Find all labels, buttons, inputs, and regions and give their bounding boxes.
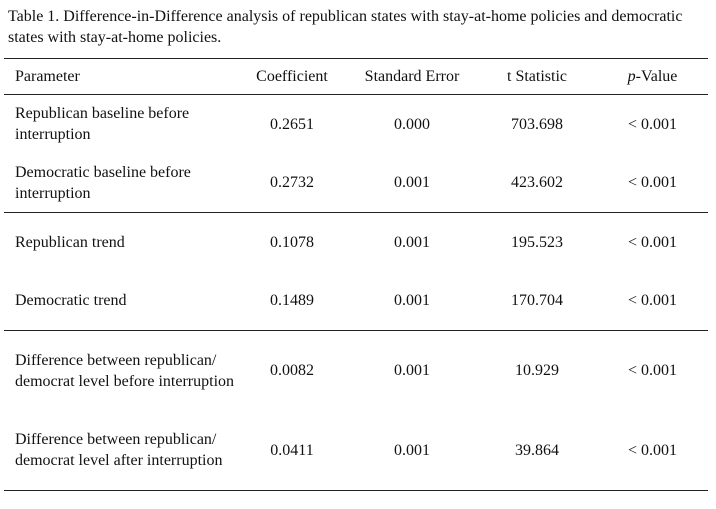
cell-parameter: Democratic baseline before interruption bbox=[15, 163, 191, 202]
cell-coefficient: 0.2732 bbox=[270, 174, 314, 192]
cell-t-statistic: 10.929 bbox=[515, 362, 559, 380]
cell-coefficient: 0.2651 bbox=[270, 115, 314, 133]
cell-p-value: < 0.001 bbox=[627, 115, 678, 133]
group-trend: Republican trend 0.1078 0.001 195.523 < … bbox=[4, 213, 708, 331]
cell-standard-error: 0.001 bbox=[394, 362, 430, 380]
cell-t-statistic: 423.602 bbox=[511, 174, 563, 192]
results-table: Parameter Coefficient Standard Error t S… bbox=[4, 58, 708, 491]
cell-p-value: < 0.001 bbox=[627, 441, 678, 459]
table-caption: Table 1. Difference-in-Difference analys… bbox=[8, 8, 683, 46]
cell-standard-error: 0.001 bbox=[394, 174, 430, 192]
table-row: Republican baseline before interruption … bbox=[4, 95, 708, 154]
header-coefficient: Coefficient bbox=[237, 58, 347, 95]
table-row: Democratic baseline before interruption … bbox=[4, 154, 708, 213]
table-row: Democratic trend 0.1489 0.001 170.704 < … bbox=[4, 272, 708, 331]
cell-t-statistic: 703.698 bbox=[511, 115, 563, 133]
cell-coefficient: 0.1078 bbox=[270, 233, 314, 251]
cell-t-statistic: 39.864 bbox=[515, 441, 559, 459]
cell-p-value: < 0.001 bbox=[627, 233, 678, 251]
table-row: Difference between republican/ democrat … bbox=[4, 331, 708, 411]
header-parameter: Parameter bbox=[4, 58, 237, 95]
cell-coefficient: 0.1489 bbox=[270, 292, 314, 310]
cell-p-value: < 0.001 bbox=[627, 362, 678, 380]
header-standard-error: Standard Error bbox=[347, 58, 477, 95]
cell-parameter: Difference between republican/ democrat … bbox=[15, 431, 223, 470]
cell-standard-error: 0.001 bbox=[394, 233, 430, 251]
cell-standard-error: 0.001 bbox=[394, 292, 430, 310]
table-row: Difference between republican/ democrat … bbox=[4, 411, 708, 491]
group-difference: Difference between republican/ democrat … bbox=[4, 331, 708, 491]
cell-t-statistic: 195.523 bbox=[511, 233, 563, 251]
header-t-statistic: t Statistic bbox=[477, 58, 597, 95]
header-p-value: p-Value bbox=[597, 58, 708, 95]
cell-p-value: < 0.001 bbox=[627, 174, 678, 192]
cell-t-statistic: 170.704 bbox=[511, 292, 563, 310]
cell-coefficient: 0.0411 bbox=[270, 441, 314, 459]
cell-parameter: Democratic trend bbox=[15, 292, 127, 310]
cell-standard-error: 0.000 bbox=[394, 115, 430, 133]
cell-coefficient: 0.0082 bbox=[270, 362, 314, 380]
cell-standard-error: 0.001 bbox=[394, 441, 430, 459]
header-p-value-rest: -Value bbox=[635, 68, 678, 85]
header-p-value-italic: p bbox=[627, 68, 636, 85]
cell-p-value: < 0.001 bbox=[627, 292, 678, 310]
table-row: Republican trend 0.1078 0.001 195.523 < … bbox=[4, 213, 708, 272]
cell-parameter: Republican trend bbox=[15, 233, 125, 251]
header-row: Parameter Coefficient Standard Error t S… bbox=[4, 58, 708, 95]
cell-parameter: Republican baseline before interruption bbox=[15, 105, 190, 144]
group-baseline: Republican baseline before interruption … bbox=[4, 95, 708, 213]
cell-parameter: Difference between republican/ democrat … bbox=[15, 351, 235, 390]
